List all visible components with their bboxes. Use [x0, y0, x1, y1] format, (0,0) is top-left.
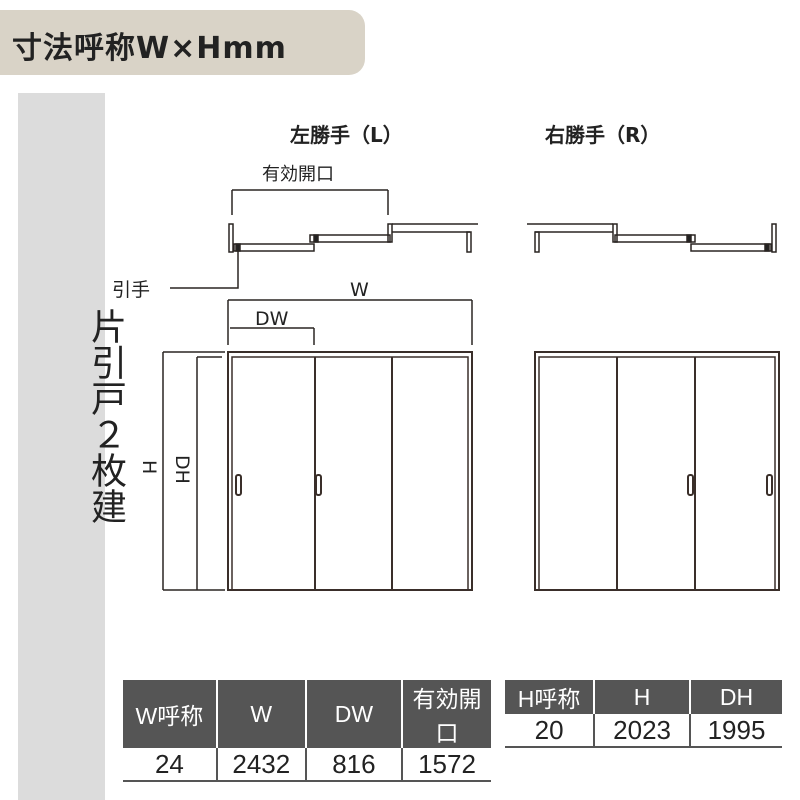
table-row: 24 2432 816 1572: [123, 748, 491, 782]
table-row: 20 2023 1995: [505, 714, 782, 748]
door-handle: [235, 474, 242, 496]
right-plan-view: [527, 223, 777, 253]
cell: 1995: [689, 714, 782, 748]
left-elevation: [227, 351, 473, 591]
column-header: H呼称: [505, 680, 595, 714]
door-type-label: 片引戸２枚建: [85, 308, 126, 524]
left-plan-view: 引手: [112, 223, 478, 301]
column-header: DW: [304, 680, 403, 748]
column-header: DH: [689, 680, 782, 714]
cell: 20: [505, 714, 595, 748]
height-spec-table: H呼称 H DH 20 2023 1995: [505, 680, 782, 748]
handle-label: 引手: [112, 279, 150, 301]
effective-opening-dimension: 有効開口: [231, 164, 389, 215]
left-hand-label: 左勝手（L）: [290, 123, 403, 147]
table-header-row: W呼称 W DW 有効開口: [123, 680, 491, 748]
door-handle: [766, 474, 773, 496]
door-handle: [315, 474, 322, 496]
dh-label: DH: [171, 455, 193, 484]
page-title: 寸法呼称W×Hmm: [12, 31, 287, 66]
right-hand-label: 右勝手（R）: [545, 123, 660, 147]
cell: 816: [304, 748, 403, 782]
column-header: H: [593, 680, 691, 714]
height-dimensions: H DH: [138, 351, 225, 591]
right-elevation: [534, 351, 780, 591]
width-spec-table: W呼称 W DW 有効開口 24 2432 816 1572: [123, 680, 491, 782]
h-label: H: [138, 460, 160, 474]
column-header: 有効開口: [401, 680, 491, 748]
table-header-row: H呼称 H DH: [505, 680, 782, 714]
cell: 2432: [215, 748, 306, 782]
width-dimensions: W DW: [227, 279, 473, 345]
column-header: W: [215, 680, 306, 748]
column-header: W呼称: [123, 680, 217, 748]
side-panel: 片引戸２枚建: [18, 93, 126, 800]
cell: 24: [123, 748, 217, 782]
door-handle: [687, 474, 694, 496]
title-banner: 寸法呼称W×Hmm: [0, 10, 365, 75]
w-label: W: [350, 279, 369, 301]
effective-opening-label: 有効開口: [262, 164, 334, 185]
cell: 1572: [401, 748, 491, 782]
dw-label: DW: [255, 308, 289, 330]
cell: 2023: [593, 714, 691, 748]
